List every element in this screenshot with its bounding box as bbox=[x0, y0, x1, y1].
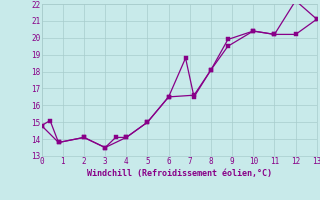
X-axis label: Windchill (Refroidissement éolien,°C): Windchill (Refroidissement éolien,°C) bbox=[87, 169, 272, 178]
